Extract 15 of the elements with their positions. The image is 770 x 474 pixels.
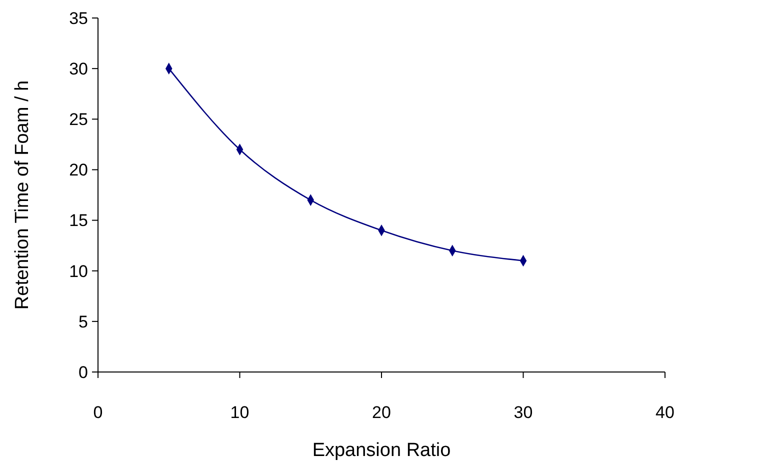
y-tick-label: 20 (69, 160, 88, 180)
y-tick-label: 10 (69, 262, 88, 281)
x-tick-label: 0 (93, 403, 103, 422)
y-tick-label: 15 (69, 211, 88, 230)
x-axis-title: Expansion Ratio (312, 440, 451, 461)
x-tick-label: 30 (514, 403, 533, 422)
y-axis-title: Retention Time of Foam / h (12, 80, 33, 310)
x-tick-label: 40 (656, 403, 674, 422)
y-tick-label: 30 (69, 60, 88, 79)
x-tick-label: 20 (372, 403, 391, 422)
x-tick-label: 10 (230, 403, 250, 422)
y-tick-label: 5 (78, 312, 88, 332)
y-tick-label: 25 (69, 110, 88, 130)
y-tick-label: 0 (78, 362, 88, 382)
y-tick-label: 35 (69, 8, 88, 28)
